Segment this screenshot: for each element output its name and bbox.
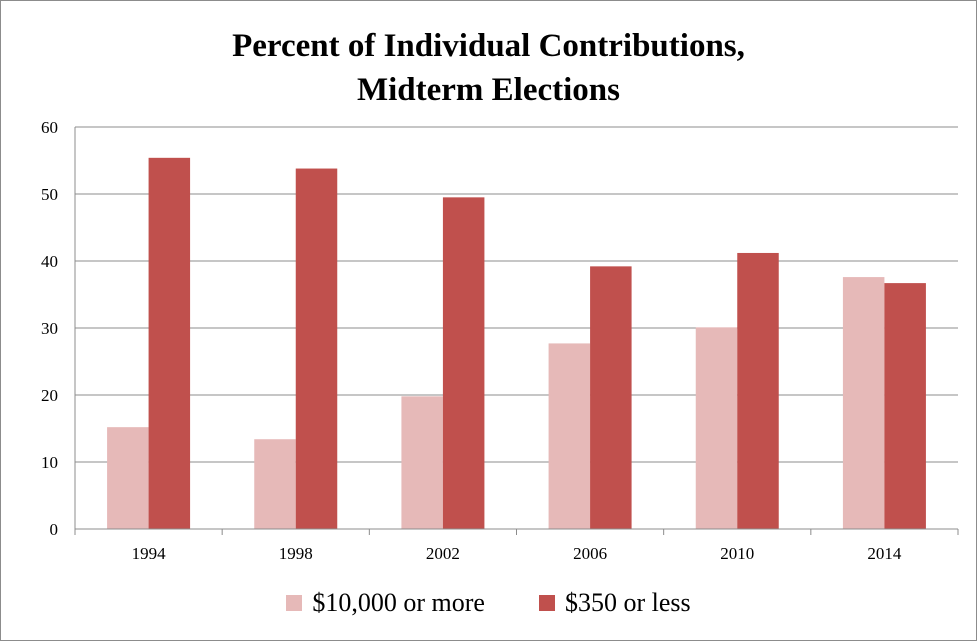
bar-2006-series-1 xyxy=(590,266,632,529)
bar-2014-series-0 xyxy=(842,277,885,529)
chart-title-line-1: Percent of Individual Contributions, xyxy=(232,28,745,64)
y-tick-label: 20 xyxy=(41,386,58,405)
x-tick-label: 2006 xyxy=(573,544,607,563)
bar-2014-series-1 xyxy=(884,283,926,529)
y-tick-label: 60 xyxy=(41,118,58,137)
bar-2010-series-0 xyxy=(695,327,738,529)
bar-1998-series-0 xyxy=(254,439,296,529)
legend-label-10000-or-more: $10,000 or more xyxy=(312,588,485,617)
y-tick-label: 50 xyxy=(41,185,58,204)
axes xyxy=(74,127,959,535)
x-tick-label: 2002 xyxy=(426,544,460,563)
legend-swatch-10000-or-more xyxy=(286,595,303,611)
x-tick-labels: 1994 1998 2002 2006 2010 2014 xyxy=(132,544,902,563)
x-tick-label: 2010 xyxy=(720,544,754,563)
legend-swatch-350-or-less xyxy=(538,595,555,611)
bar-2002-series-1 xyxy=(442,197,485,529)
legend-label-350-or-less: $350 or less xyxy=(564,588,691,617)
legend-item-10000-or-more: $10,000 or more xyxy=(286,588,485,618)
legend: $10,000 or more $350 or less xyxy=(0,588,977,618)
x-tick-label: 1998 xyxy=(279,544,313,563)
bar-1998-series-1 xyxy=(295,168,338,530)
chart-title-line-2: Midterm Elections xyxy=(356,72,621,108)
bar-2002-series-0 xyxy=(401,396,443,529)
chart-title: Percent of Individual Contributions, Mid… xyxy=(0,24,977,112)
y-tick-labels: 0 10 20 30 40 50 60 xyxy=(41,118,58,539)
y-tick-label: 10 xyxy=(41,453,58,472)
y-tick-label: 0 xyxy=(50,520,59,539)
bar-2010-series-1 xyxy=(737,252,779,529)
bar-1994-series-1 xyxy=(148,157,191,529)
gridlines xyxy=(75,126,958,463)
x-tick-label: 1994 xyxy=(132,544,167,563)
x-tick-label: 2014 xyxy=(867,544,902,563)
bars xyxy=(107,157,926,530)
legend-item-350-or-less: $350 or less xyxy=(538,588,691,618)
bar-1994-series-0 xyxy=(107,427,149,529)
y-tick-label: 30 xyxy=(41,319,58,338)
bar-2006-series-0 xyxy=(548,343,591,529)
y-tick-label: 40 xyxy=(41,252,58,271)
